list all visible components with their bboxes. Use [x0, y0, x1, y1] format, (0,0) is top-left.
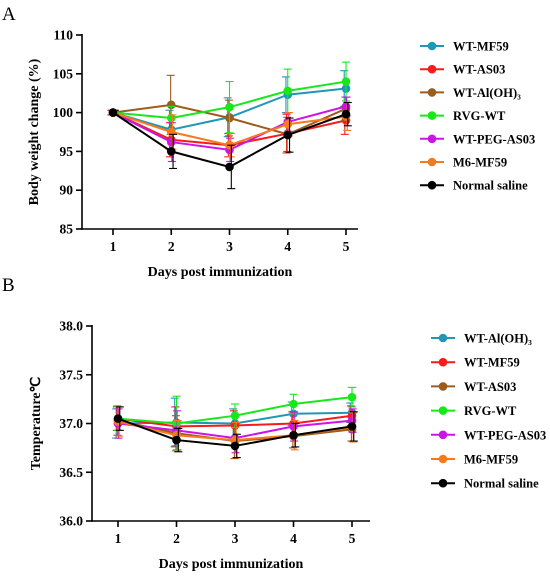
legend-marker	[427, 41, 437, 51]
data-point	[289, 430, 298, 440]
panel-label-a: A	[2, 4, 16, 25]
legend-marker	[427, 134, 437, 144]
legend-label: Normal saline	[464, 477, 539, 491]
x-tick-label: 4	[290, 531, 297, 546]
legend-label: Normal saline	[453, 179, 528, 193]
x-tick-label: 3	[232, 531, 239, 546]
data-point	[108, 108, 118, 117]
legend-marker	[427, 157, 437, 167]
legend-item-wt-mf59: WT-MF59	[420, 40, 509, 54]
data-point	[289, 399, 298, 409]
legend-item-wt-peg-as03: WT-PEG-AS03	[431, 428, 546, 442]
y-tick-label: 37.5	[59, 367, 83, 382]
x-tick-label: 3	[226, 239, 233, 254]
legend-marker	[427, 88, 437, 97]
legend-item-rvg-wt: RVG-WT	[420, 109, 506, 123]
legend-label: RVG-WT	[453, 109, 506, 123]
series-normal-saline	[113, 406, 358, 459]
legend-marker	[438, 357, 448, 367]
series-normal-saline	[108, 101, 352, 190]
data-point	[166, 100, 176, 110]
legend-item-rvg-wt: RVG-WT	[431, 404, 517, 418]
y-tick-label: 105	[53, 66, 74, 81]
legend-marker	[438, 333, 448, 343]
legend-marker	[438, 382, 448, 391]
panel-label-b: B	[2, 275, 15, 296]
legend-item-wt-as03: WT-AS03	[431, 380, 516, 394]
data-point	[230, 441, 240, 451]
data-point	[172, 419, 181, 428]
y-axis-label: Body weight change (%)	[27, 58, 42, 205]
data-point	[341, 77, 351, 86]
legend-marker	[427, 64, 437, 74]
data-point	[172, 435, 181, 445]
data-point	[283, 119, 293, 129]
legend-item-normal-saline: Normal saline	[420, 179, 528, 193]
data-point	[166, 137, 176, 147]
data-point	[283, 86, 293, 96]
x-tick-label: 2	[168, 239, 175, 254]
legend-item-m6-mf59: M6-MF59	[431, 453, 518, 467]
legend-marker	[438, 430, 448, 440]
data-point	[225, 102, 234, 112]
data-point	[341, 102, 351, 111]
x-axis-label: Days post immunization	[159, 557, 304, 572]
data-point	[166, 113, 176, 123]
data-point	[230, 411, 240, 421]
x-tick-label: 5	[349, 531, 356, 546]
y-tick-label: 36.0	[59, 514, 83, 529]
legend-item-m6-mf59: M6-MF59	[420, 156, 507, 170]
legend-label: WT-PEG-AS03	[453, 132, 535, 146]
legend-label: WT-MF59	[464, 356, 520, 370]
legend-label: WT-MF59	[453, 40, 509, 54]
data-point	[283, 130, 293, 140]
legend-label: WT-AS03	[453, 63, 505, 77]
y-axis-label: Temperature℃	[29, 376, 44, 470]
legend-label: WT-Al(OH)₃	[453, 86, 521, 100]
legend-marker	[438, 478, 448, 488]
data-point	[347, 392, 357, 402]
y-tick-label: 85	[60, 222, 74, 237]
data-point	[225, 162, 234, 172]
x-tick-label: 1	[115, 531, 122, 546]
legend-label: RVG-WT	[464, 404, 517, 418]
y-tick-label: 95	[60, 144, 74, 159]
y-tick-label: 37.0	[59, 416, 83, 431]
legend-label: M6-MF59	[464, 453, 518, 467]
y-tick-label: 100	[53, 105, 74, 120]
legend-item-wt-al-oh: WT-Al(OH)₃	[420, 86, 521, 100]
legend-item-wt-mf59: WT-MF59	[431, 356, 520, 370]
x-tick-label: 4	[284, 239, 291, 254]
chart-panel-a: 85 90 95 100 105 110 1 2 3 4 5 Days post immunizati…	[27, 28, 535, 281]
x-axis-label: Days post immunization	[148, 265, 293, 280]
data-point	[166, 127, 176, 137]
legend-marker	[427, 111, 437, 120]
legend-label: M6-MF59	[453, 156, 507, 170]
data-point	[166, 147, 176, 156]
data-point	[341, 109, 351, 119]
legend-marker	[438, 454, 448, 464]
x-tick-label: 1	[110, 239, 117, 254]
legend-marker	[427, 180, 437, 190]
legend-item-wt-peg-as03: WT-PEG-AS03	[420, 132, 535, 146]
legend-label: WT-Al(OH)₃	[464, 332, 532, 346]
legend-item-normal-saline: Normal saline	[431, 477, 539, 491]
chart-panel-b: 36.0 36.5 37.0 37.5 38.0 1 2 3 4 5 Days post immun…	[29, 319, 546, 573]
data-point	[113, 414, 123, 423]
legend-marker	[438, 406, 448, 415]
x-tick-label: 2	[173, 531, 180, 546]
y-tick-label: 38.0	[59, 319, 83, 334]
x-tick-label: 5	[343, 239, 350, 254]
data-point	[347, 422, 357, 431]
legend-item-wt-as03: WT-AS03	[420, 63, 505, 77]
legend-label: WT-AS03	[464, 380, 516, 394]
y-tick-label: 36.5	[59, 465, 83, 480]
y-tick-label: 110	[53, 28, 73, 43]
legend-item-wt-al-oh: WT-Al(OH)₃	[431, 332, 532, 346]
y-tick-label: 90	[60, 183, 74, 198]
legend-label: WT-PEG-AS03	[464, 428, 546, 442]
